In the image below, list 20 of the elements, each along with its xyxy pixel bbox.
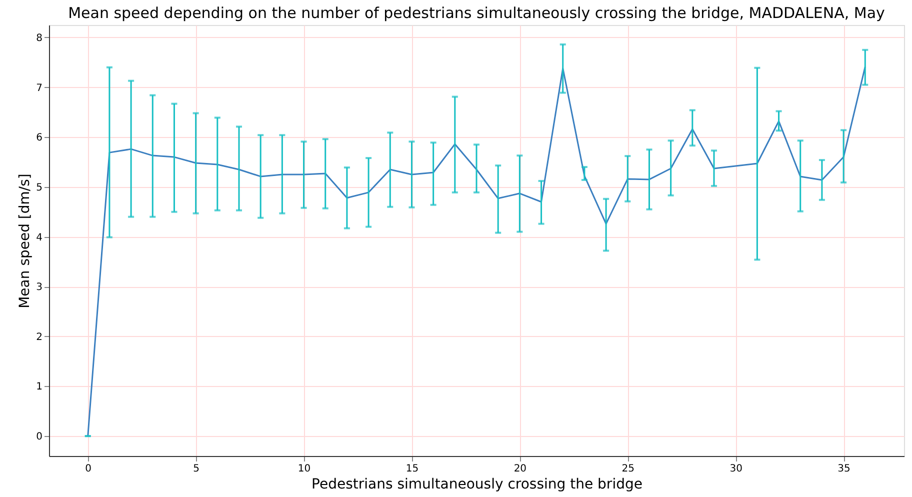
y-tick-label: 1 <box>36 382 42 393</box>
x-axis-title: Pedestrians simultaneously crossing the bridge <box>312 476 642 492</box>
y-tick-label: 8 <box>36 32 42 44</box>
y-tick-label: 2 <box>36 332 42 343</box>
y-tick-label: 5 <box>36 182 42 194</box>
x-tick-label: 15 <box>406 464 419 474</box>
y-tick-label: 6 <box>36 132 42 144</box>
x-tick-label: 0 <box>85 464 92 474</box>
x-tick-label: 20 <box>514 464 527 474</box>
y-tick-label: 0 <box>36 432 42 443</box>
x-tick-label: 35 <box>838 464 850 474</box>
x-tick-label: 25 <box>622 464 635 474</box>
x-tick-label: 30 <box>730 464 742 474</box>
y-axis-title: Mean speed [dm/s] <box>17 174 34 308</box>
y-tick-label: 4 <box>36 232 42 244</box>
y-tick-label: 7 <box>36 82 42 94</box>
chart-title: Mean speed depending on the number of pedestrians simultaneously crossing the bridge, MADDALENA, May <box>68 4 886 22</box>
x-tick-label: 10 <box>298 464 311 474</box>
x-tick-label: 5 <box>193 464 200 474</box>
y-tick-label: 3 <box>36 282 42 294</box>
